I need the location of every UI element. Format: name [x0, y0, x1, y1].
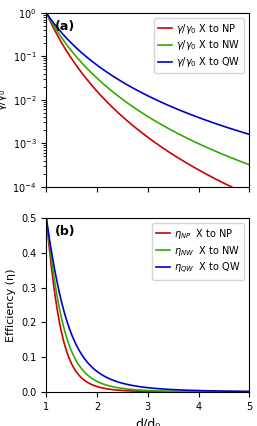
- Text: (a): (a): [54, 20, 75, 33]
- Text: (b): (b): [54, 225, 75, 238]
- X-axis label: d/d₀: d/d₀: [135, 417, 160, 426]
- Y-axis label: Efficiency (η): Efficiency (η): [6, 268, 16, 342]
- Legend: $\eta_{NP}$  X to NP, $\eta_{NW}$  X to NW, $\eta_{QW}$  X to QW: $\eta_{NP}$ X to NP, $\eta_{NW}$ X to NW…: [152, 223, 244, 279]
- Y-axis label: γ/γ₀: γ/γ₀: [0, 89, 7, 110]
- Legend: $\gamma/\gamma_0$ X to NP, $\gamma/\gamma_0$ X to NW, $\gamma/\gamma_0$ X to QW: $\gamma/\gamma_0$ X to NP, $\gamma/\gamm…: [154, 17, 244, 73]
